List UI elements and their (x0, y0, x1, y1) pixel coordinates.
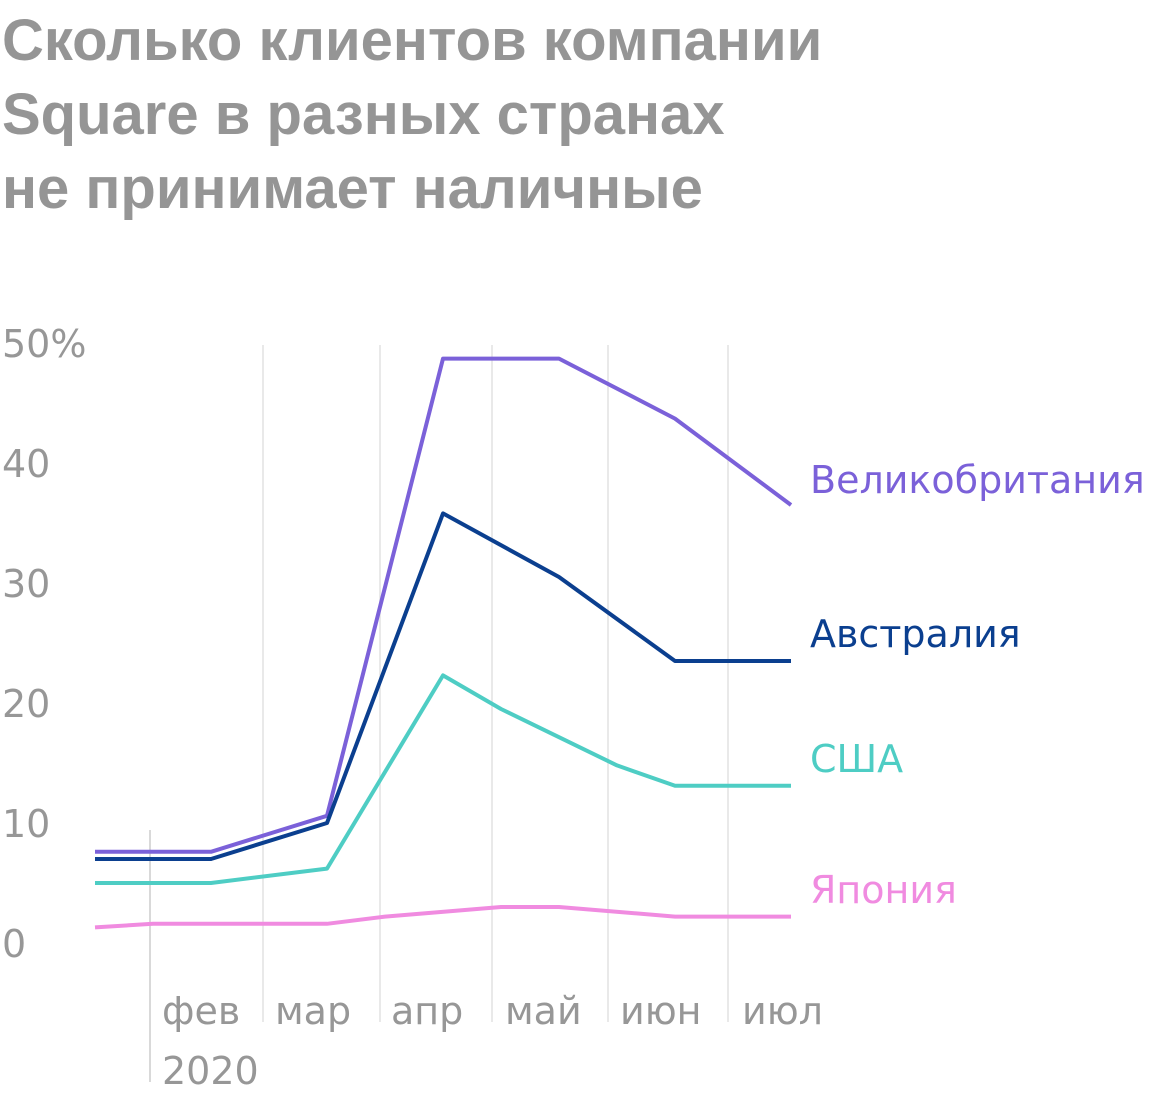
y-tick-label: 30 (2, 562, 50, 606)
y-tick-label: 40 (2, 442, 50, 486)
series-line-2 (95, 511, 791, 861)
x-year-label: 2020 (162, 1049, 259, 1093)
y-tick-label: 50% (2, 322, 86, 366)
series-line-3 (95, 673, 791, 885)
chart-title: Сколько клиентов компании Square в разны… (2, 4, 1152, 226)
x-tick-label-6: июл (742, 989, 823, 1033)
series-label-3: США (810, 737, 903, 781)
x-tick-label-5: июн (620, 989, 702, 1033)
chart-title-line-3: не принимает наличные (2, 156, 703, 221)
series-label-2: Австралия (810, 612, 1021, 656)
chart-title-line-2: Square в разных странах (2, 82, 725, 147)
x-tick-label-4: май (505, 989, 582, 1033)
y-tick-label: 0 (2, 922, 26, 966)
series-line-4 (94, 905, 791, 930)
y-tick-label: 20 (2, 682, 50, 726)
chart-title-line-1: Сколько клиентов компании (2, 8, 823, 73)
x-tick-label-1: фев (162, 989, 240, 1033)
series-label-1: Великобритания (810, 458, 1145, 502)
x-tick-label-3: апр (391, 989, 463, 1033)
series-label-4: Япония (810, 868, 957, 912)
y-tick-label: 10 (2, 802, 50, 846)
x-tick-label-2: мар (275, 989, 351, 1033)
series-line-1 (95, 356, 793, 854)
